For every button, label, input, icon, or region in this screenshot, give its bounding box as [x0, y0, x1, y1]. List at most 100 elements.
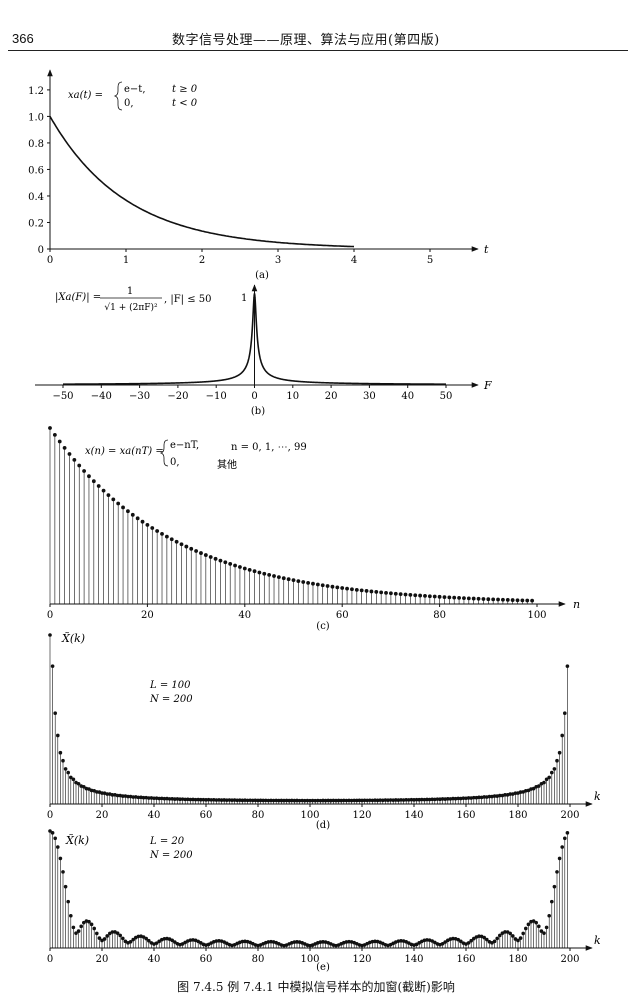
stem-marker [214, 939, 219, 943]
stem-marker [248, 798, 252, 803]
stem-marker [417, 797, 422, 802]
stem-marker [531, 786, 536, 791]
formula-cond: , |F| ≤ 50 [164, 294, 212, 305]
page-header: 366 数字信号处理——原理、算法与应用(第四版) [0, 0, 632, 51]
y-tick-label: 0 [38, 245, 44, 256]
x-tick-label: 20 [96, 810, 109, 821]
series-line [49, 116, 355, 248]
stem-marker [477, 934, 481, 939]
x-tick-label: 0 [47, 810, 53, 821]
x-tick-label: 160 [456, 954, 475, 965]
series-line [63, 293, 446, 385]
stem-marker [315, 582, 320, 587]
stem-marker [539, 929, 544, 933]
stem-marker [368, 798, 372, 803]
stem-marker [297, 798, 302, 803]
stem-marker [235, 798, 239, 803]
stem-marker [347, 939, 351, 944]
stem-marker [531, 919, 536, 923]
stem-marker [565, 831, 570, 835]
x-tick-label: 200 [560, 954, 579, 965]
stem-marker [394, 798, 398, 802]
param-n: N = 200 [149, 850, 193, 861]
formula-case1-cond: n = 0, 1, ⋯, 99 [231, 442, 307, 453]
stem-marker [279, 798, 284, 803]
stem-marker [100, 791, 104, 795]
stem-marker [313, 798, 318, 803]
stem-marker [191, 797, 195, 802]
stem-marker [430, 797, 435, 802]
stem-marker [427, 797, 432, 802]
stem-marker [218, 558, 223, 563]
stem-marker [420, 797, 424, 802]
stem-marker [256, 798, 260, 803]
stem-marker [281, 576, 286, 581]
stem-marker [422, 797, 427, 802]
stem-marker [209, 798, 213, 802]
stem-marker [433, 797, 437, 802]
stem-marker [141, 795, 146, 800]
stem-marker [217, 798, 221, 802]
stem-marker [350, 587, 354, 592]
stem-marker [355, 798, 359, 803]
stem-marker [461, 796, 466, 800]
x-tick-label: 100 [527, 610, 546, 621]
stem-marker [432, 594, 437, 599]
stem-marker [63, 767, 68, 771]
y-axis-label: X̃(k) [65, 834, 89, 847]
stem-marker [232, 798, 237, 802]
stem-marker [408, 592, 413, 597]
stem-marker [131, 795, 135, 799]
stem-marker [542, 931, 546, 935]
stem-marker [329, 798, 333, 803]
stem-marker [418, 593, 423, 598]
stem-marker [443, 940, 448, 944]
stem-marker [323, 798, 328, 803]
stem-marker [442, 595, 447, 600]
formula-case2-expr: 0, [124, 98, 134, 109]
stem-marker [126, 794, 130, 799]
stem-marker [82, 920, 86, 925]
stem-marker [462, 596, 466, 601]
x-tick-label: 100 [300, 954, 319, 965]
stem-marker [214, 798, 219, 802]
stem-marker [115, 931, 120, 935]
stem-marker [199, 797, 203, 802]
stem-marker [373, 939, 377, 944]
stem-marker [180, 942, 185, 946]
figure-caption: 图 7.4.5 例 7.4.1 中模拟信号样本的加窗(截断)影响 [177, 980, 455, 994]
stem-marker [58, 750, 63, 755]
formula-num: 1 [127, 286, 133, 297]
x-tick-label: 50 [440, 391, 453, 402]
stem-marker [544, 777, 549, 782]
stem-marker [456, 937, 461, 942]
stem-marker [349, 798, 354, 803]
stem-marker [74, 931, 78, 935]
stem-marker [501, 597, 505, 602]
stem-marker [111, 497, 116, 502]
stem-marker [521, 931, 525, 936]
stem-marker [451, 796, 455, 801]
param-n: N = 200 [149, 694, 193, 705]
stem-marker [423, 594, 427, 598]
stem-marker [61, 870, 65, 874]
stem-marker [56, 733, 60, 738]
stem-marker [193, 797, 198, 802]
x-tick-label: 0 [251, 391, 257, 402]
stem-marker [354, 587, 359, 592]
stem-marker [412, 798, 416, 802]
stem-marker [560, 845, 564, 849]
stem-marker [403, 592, 408, 597]
stem-marker [524, 788, 528, 793]
stem-marker [180, 797, 185, 801]
stem-marker [443, 797, 448, 801]
stem-marker [433, 940, 437, 945]
x-tick-label: 120 [352, 810, 371, 821]
x-tick-label: −50 [52, 391, 73, 402]
formula-brace [113, 81, 123, 111]
y-tick-label: 0.6 [28, 165, 44, 176]
stem-marker [155, 529, 160, 533]
stem-marker [184, 544, 189, 549]
stem-marker [447, 595, 452, 600]
stem-marker [223, 560, 228, 565]
